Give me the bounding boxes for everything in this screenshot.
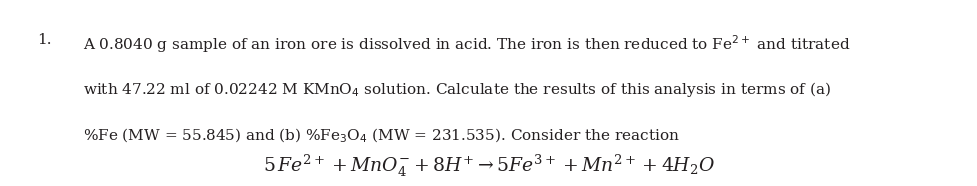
Text: A 0.8040 g sample of an iron ore is dissolved in acid. The iron is then reduced : A 0.8040 g sample of an iron ore is diss… — [83, 33, 850, 55]
Text: %Fe (MW = 55.845) and (b) %Fe$_3$O$_4$ (MW = 231.535). Consider the reaction: %Fe (MW = 55.845) and (b) %Fe$_3$O$_4$ (… — [83, 126, 679, 145]
Text: $5\,Fe^{2+} + MnO_4^{-} + 8H^{+} \rightarrow 5Fe^{3+} + Mn^{2+} + 4H_2O$: $5\,Fe^{2+} + MnO_4^{-} + 8H^{+} \righta… — [263, 152, 714, 179]
Text: with 47.22 ml of 0.02242 M KMnO$_4$ solution. Calculate the results of this anal: with 47.22 ml of 0.02242 M KMnO$_4$ solu… — [83, 80, 830, 99]
Text: 1.: 1. — [37, 33, 52, 47]
